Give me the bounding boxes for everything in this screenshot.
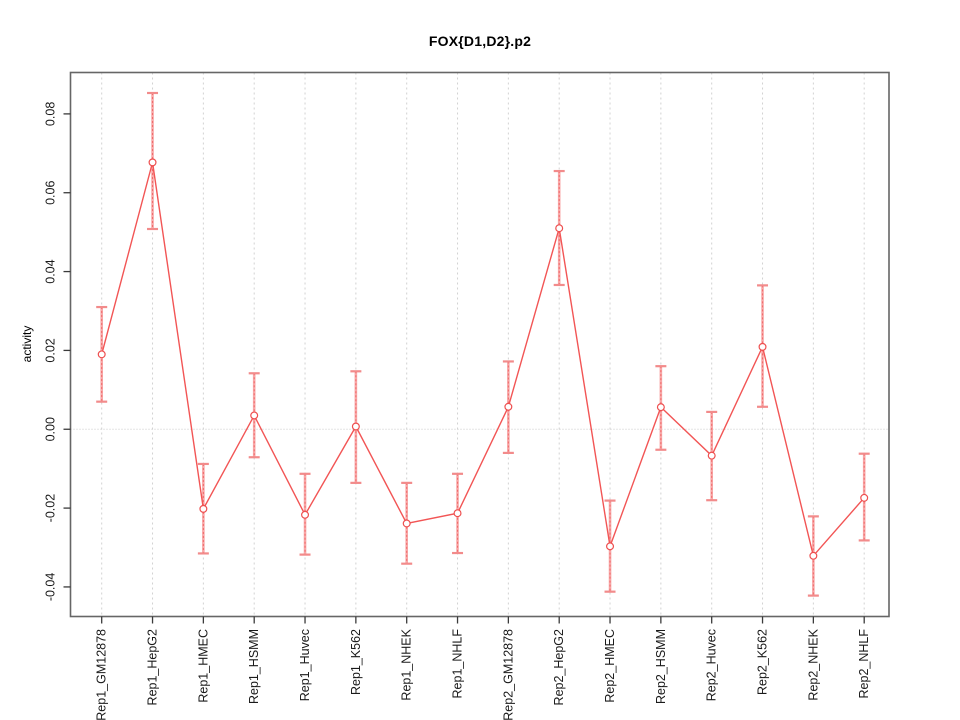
data-point — [758, 342, 767, 351]
data-point — [606, 542, 615, 551]
y-tick-label: 0.00 — [44, 417, 58, 441]
y-axis-title: activity — [20, 325, 34, 363]
data-point — [707, 451, 716, 460]
data-point — [453, 509, 462, 518]
x-tick-label: Rep1_HepG2 — [146, 629, 160, 705]
data-point — [809, 551, 818, 560]
data-point — [860, 493, 869, 502]
data-point — [656, 403, 665, 412]
x-tick-label: Rep1_HSMM — [247, 629, 261, 704]
x-tick-label: Rep2_NHEK — [806, 628, 820, 700]
plot-border — [69, 71, 890, 618]
x-tick-label: Rep1_K562 — [349, 629, 363, 695]
data-point — [504, 402, 513, 411]
x-tick-label: Rep2_HepG2 — [552, 629, 566, 705]
x-tick-label: Rep1_Huvec — [298, 629, 312, 701]
data-point — [351, 422, 360, 431]
series-line — [101, 162, 865, 558]
x-tick-label: Rep2_HSMM — [654, 629, 668, 704]
y-tick-label: 0.02 — [44, 338, 58, 362]
x-tick-label: Rep1_NHLF — [451, 629, 465, 699]
data-point — [97, 350, 106, 359]
x-tick-label: Rep1_HMEC — [196, 629, 210, 703]
chart-title: FOX{D1,D2}.p2 — [428, 33, 532, 49]
data-point — [250, 411, 259, 420]
x-tick-label: Rep2_Huvec — [705, 629, 719, 701]
data-point — [301, 510, 310, 519]
y-tick-label: 0.06 — [44, 181, 58, 205]
y-tick-label: -0.02 — [44, 494, 58, 523]
x-tick-label: Rep2_NHLF — [857, 629, 871, 699]
data-point — [555, 224, 564, 233]
x-tick-label: Rep2_GM12878 — [501, 629, 515, 720]
data-point — [402, 519, 411, 528]
y-tick-label: 0.04 — [44, 259, 58, 283]
y-tick-label: -0.04 — [44, 573, 58, 602]
x-tick-label: Rep1_NHEK — [400, 628, 414, 700]
x-tick-label: Rep1_GM12878 — [95, 629, 109, 720]
y-tick-label: 0.08 — [44, 102, 58, 126]
data-point — [199, 504, 208, 513]
data-point — [148, 158, 157, 167]
x-tick-label: Rep2_HMEC — [603, 629, 617, 703]
x-tick-label: Rep2_K562 — [756, 629, 770, 695]
